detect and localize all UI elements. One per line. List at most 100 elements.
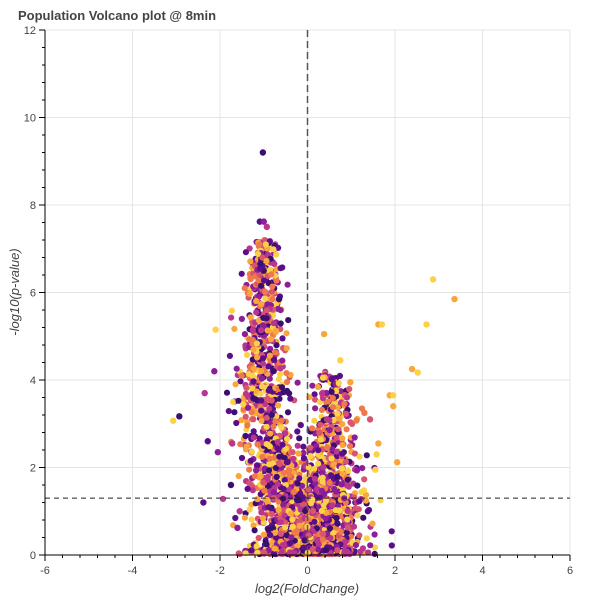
y-axis-label: -log10(p-value) bbox=[7, 248, 22, 335]
data-point bbox=[231, 325, 238, 332]
data-point bbox=[257, 265, 264, 272]
data-point bbox=[344, 476, 351, 483]
axes-layer: -6 -4 -2 0 2 4 6 0 2 4 6 8 10 12 bbox=[24, 25, 573, 577]
data-point bbox=[318, 487, 325, 494]
data-point bbox=[262, 295, 269, 302]
data-point bbox=[371, 544, 378, 551]
data-point bbox=[169, 417, 177, 424]
data-point bbox=[214, 448, 222, 456]
data-point bbox=[319, 374, 327, 381]
data-point bbox=[336, 415, 343, 422]
data-point bbox=[341, 548, 348, 556]
data-point bbox=[265, 387, 272, 394]
data-point bbox=[341, 400, 348, 407]
data-point bbox=[254, 354, 261, 361]
data-point bbox=[257, 473, 264, 480]
data-point bbox=[257, 260, 264, 267]
data-point bbox=[235, 473, 242, 480]
data-point bbox=[343, 426, 350, 433]
data-point bbox=[351, 494, 358, 501]
data-point bbox=[334, 426, 342, 433]
data-point bbox=[254, 462, 261, 469]
data-point bbox=[241, 285, 248, 292]
data-point bbox=[329, 446, 336, 453]
data-point bbox=[311, 518, 318, 525]
x-tick-label: 4 bbox=[479, 565, 485, 577]
data-point bbox=[294, 428, 301, 435]
data-point bbox=[232, 514, 239, 522]
data-point bbox=[265, 363, 272, 370]
data-point bbox=[275, 376, 282, 383]
x-tick-label: -4 bbox=[128, 565, 138, 577]
data-point bbox=[320, 464, 327, 471]
data-point bbox=[200, 499, 207, 506]
data-point bbox=[266, 405, 273, 412]
data-point bbox=[229, 440, 236, 447]
data-point bbox=[277, 519, 284, 526]
data-point bbox=[270, 246, 277, 253]
data-point bbox=[277, 530, 284, 538]
data-point bbox=[263, 441, 270, 448]
data-point bbox=[258, 282, 265, 289]
data-point bbox=[295, 450, 302, 457]
data-point bbox=[237, 378, 244, 385]
data-point bbox=[270, 320, 277, 327]
data-point bbox=[279, 264, 286, 271]
data-point bbox=[268, 271, 275, 278]
data-point bbox=[339, 450, 346, 457]
data-point bbox=[338, 481, 345, 488]
data-point bbox=[296, 522, 303, 529]
data-point bbox=[344, 524, 351, 531]
data-point bbox=[258, 327, 265, 334]
data-point bbox=[264, 395, 271, 402]
data-point bbox=[225, 408, 232, 415]
data-point bbox=[429, 276, 437, 283]
data-point bbox=[277, 550, 285, 557]
data-point bbox=[372, 466, 379, 473]
data-point bbox=[259, 149, 267, 156]
data-point bbox=[324, 444, 331, 451]
data-point bbox=[265, 526, 272, 534]
data-point bbox=[281, 469, 288, 476]
data-point bbox=[307, 452, 314, 460]
data-point bbox=[315, 447, 322, 454]
data-point bbox=[294, 497, 301, 504]
data-point bbox=[255, 534, 262, 542]
data-point bbox=[300, 443, 307, 450]
data-point bbox=[309, 496, 316, 503]
data-point bbox=[356, 453, 363, 460]
data-point bbox=[267, 345, 274, 352]
data-point bbox=[328, 472, 335, 479]
data-point bbox=[250, 522, 257, 529]
data-point bbox=[261, 277, 268, 284]
data-point bbox=[334, 452, 341, 460]
data-point bbox=[250, 434, 257, 441]
data-point bbox=[249, 336, 256, 343]
data-point bbox=[236, 551, 243, 558]
data-point bbox=[375, 440, 382, 447]
data-point bbox=[275, 295, 283, 303]
data-point bbox=[268, 411, 275, 419]
data-point bbox=[342, 538, 349, 545]
data-point bbox=[223, 389, 231, 396]
x-tick-label: -6 bbox=[40, 565, 50, 577]
data-point bbox=[289, 523, 296, 530]
data-point bbox=[246, 290, 253, 297]
data-point bbox=[283, 345, 290, 352]
data-point bbox=[279, 357, 286, 364]
data-point bbox=[365, 506, 373, 514]
y-tick-label: 0 bbox=[30, 550, 36, 562]
data-point bbox=[260, 515, 267, 522]
data-point bbox=[263, 315, 270, 322]
data-point bbox=[270, 489, 277, 496]
data-point bbox=[319, 478, 326, 485]
data-point bbox=[258, 509, 265, 516]
data-point bbox=[328, 455, 335, 462]
data-point bbox=[328, 388, 335, 395]
data-point bbox=[320, 530, 327, 538]
data-point bbox=[260, 479, 267, 486]
data-point bbox=[278, 384, 286, 391]
data-point bbox=[327, 535, 334, 542]
data-point bbox=[294, 542, 301, 550]
data-point bbox=[366, 416, 374, 423]
